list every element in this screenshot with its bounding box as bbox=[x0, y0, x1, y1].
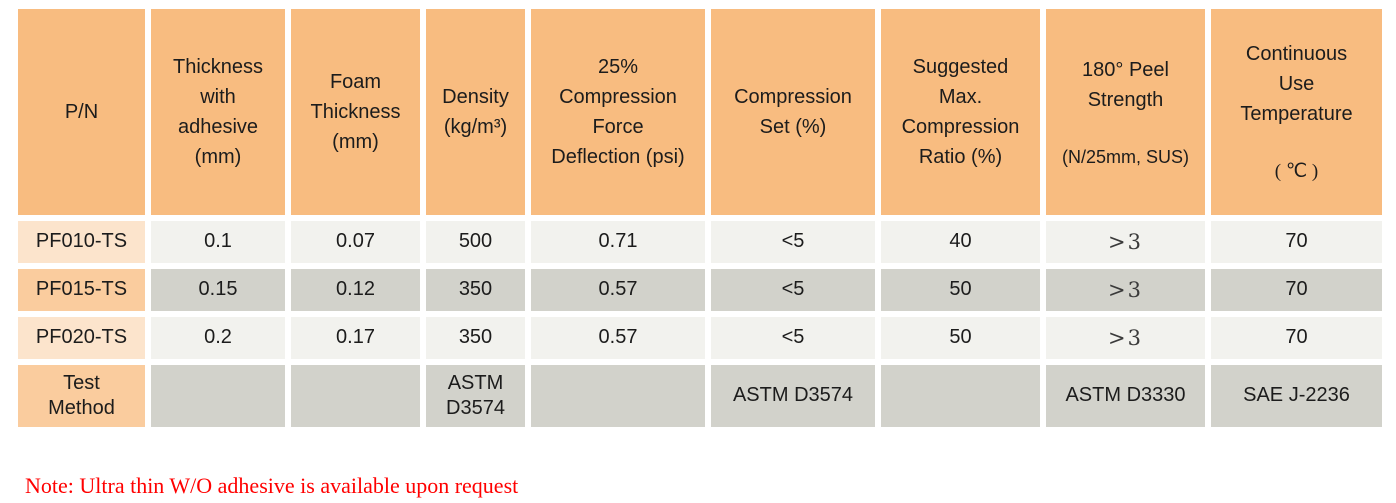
col-header-label: Suggested Max. Compression Ratio (%) bbox=[901, 55, 1020, 168]
col-header-label: P/N bbox=[64, 100, 99, 123]
value-cell: SAE J-2236 bbox=[1211, 364, 1382, 427]
value-cell: 500 bbox=[426, 220, 525, 263]
value-cell: 50 bbox=[881, 316, 1040, 359]
pn-cell: PF020-TS bbox=[18, 316, 145, 359]
value-cell: >3 bbox=[1046, 316, 1205, 359]
value-cell: 50 bbox=[881, 268, 1040, 311]
pn-cell: Test Method bbox=[18, 364, 145, 427]
col-header-sub-label: ( ℃ ) bbox=[1274, 161, 1319, 182]
col-header-sub-label: (N/25mm, SUS) bbox=[1061, 146, 1189, 167]
value-cell: 0.57 bbox=[531, 268, 705, 311]
col-header-label: Thickness with adhesive (mm) bbox=[172, 55, 264, 168]
value-cell: 0.07 bbox=[291, 220, 420, 263]
value-cell: 70 bbox=[1211, 316, 1382, 359]
pn-cell: PF010-TS bbox=[18, 220, 145, 263]
col-header-density: Density (kg/m³) bbox=[426, 9, 525, 215]
value-cell: >3 bbox=[1046, 268, 1205, 311]
value-cell: 0.12 bbox=[291, 268, 420, 311]
value-cell: 0.17 bbox=[291, 316, 420, 359]
table-header-row: P/N Thickness with adhesive (mm) Foam Th… bbox=[18, 9, 1382, 215]
value-cell: ASTM D3574 bbox=[711, 364, 875, 427]
col-header-suggested-max-compression-ratio: Suggested Max. Compression Ratio (%) bbox=[881, 9, 1040, 215]
col-header-continuous-use-temperature: Continuous Use Temperature ( ℃ ) bbox=[1211, 9, 1382, 215]
table-row-pf020-ts: PF020-TS 0.2 0.17 350 0.57 <5 50 >3 70 bbox=[18, 316, 1382, 359]
col-header-label: Density (kg/m³) bbox=[442, 85, 509, 138]
value-cell: ASTM D3574 bbox=[426, 364, 525, 427]
col-header-pn: P/N bbox=[18, 9, 145, 215]
col-header-peel-strength: 180° Peel Strength (N/25mm, SUS) bbox=[1046, 9, 1205, 215]
value-cell: 0.2 bbox=[151, 316, 285, 359]
col-header-label: Continuous Use Temperature bbox=[1240, 43, 1353, 125]
value-cell: 0.71 bbox=[531, 220, 705, 263]
note: Note: Ultra thin W/O adhesive is availab… bbox=[25, 467, 1396, 503]
value-cell: 350 bbox=[426, 268, 525, 311]
value-cell: <5 bbox=[711, 268, 875, 311]
value-cell: 0.1 bbox=[151, 220, 285, 263]
value-cell bbox=[151, 364, 285, 427]
value-cell bbox=[881, 364, 1040, 427]
value-cell bbox=[291, 364, 420, 427]
value-cell: 70 bbox=[1211, 220, 1382, 263]
value-cell: 350 bbox=[426, 316, 525, 359]
col-header-label: Foam Thickness (mm) bbox=[310, 70, 401, 153]
value-cell: 0.57 bbox=[531, 316, 705, 359]
value-cell: 40 bbox=[881, 220, 1040, 263]
table-row-pf015-ts: PF015-TS 0.15 0.12 350 0.57 <5 50 >3 70 bbox=[18, 268, 1382, 311]
value-cell: >3 bbox=[1046, 220, 1205, 263]
value-cell bbox=[531, 364, 705, 427]
col-header-compression-set: Compression Set (%) bbox=[711, 9, 875, 215]
pn-cell: PF015-TS bbox=[18, 268, 145, 311]
col-header-label: 180° Peel Strength bbox=[1082, 58, 1169, 111]
table-row-pf010-ts: PF010-TS 0.1 0.07 500 0.71 <5 40 >3 70 bbox=[18, 220, 1382, 263]
table-row-test-method: Test Method ASTM D3574 ASTM D3574 ASTM D… bbox=[18, 364, 1382, 427]
value-cell: ASTM D3330 bbox=[1046, 364, 1205, 427]
value-cell: 0.15 bbox=[151, 268, 285, 311]
col-header-foam-thickness: Foam Thickness (mm) bbox=[291, 9, 420, 215]
spec-table: P/N Thickness with adhesive (mm) Foam Th… bbox=[12, 3, 1388, 433]
col-header-label: 25% Compression Force Deflection (psi) bbox=[551, 55, 685, 168]
col-header-thickness-with-adhesive: Thickness with adhesive (mm) bbox=[151, 9, 285, 215]
note-line-1: Note: Ultra thin W/O adhesive is availab… bbox=[25, 472, 519, 498]
value-cell: <5 bbox=[711, 316, 875, 359]
value-cell: <5 bbox=[711, 220, 875, 263]
col-header-compression-force-deflection: 25% Compression Force Deflection (psi) bbox=[531, 9, 705, 215]
value-cell: 70 bbox=[1211, 268, 1382, 311]
col-header-label: Compression Set (%) bbox=[734, 85, 852, 138]
